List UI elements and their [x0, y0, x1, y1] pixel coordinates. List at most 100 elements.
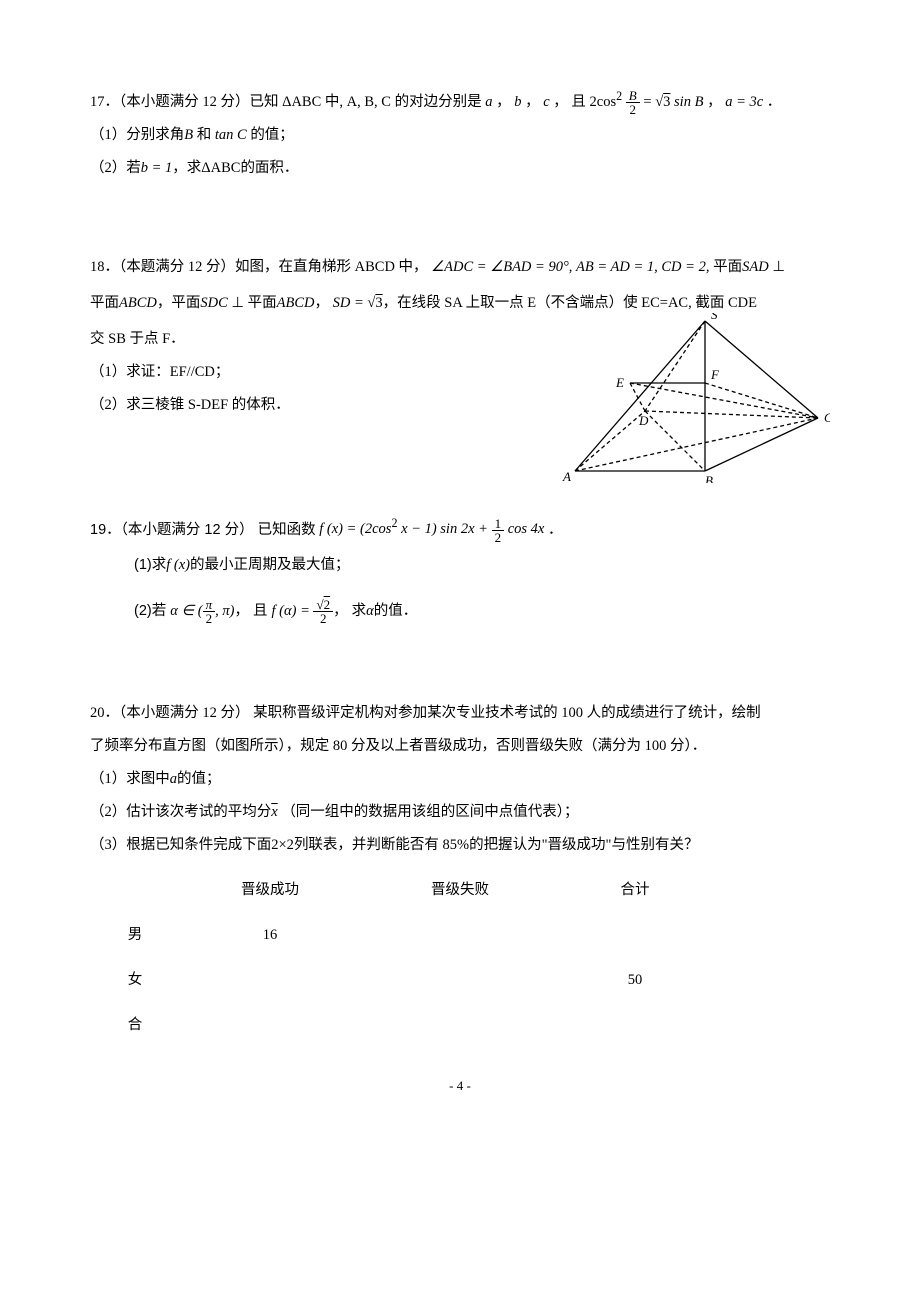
row-total-success [180, 1003, 360, 1048]
p19-q1: (1)求f (x)的最小正周期及最大值； [90, 551, 830, 580]
p18-SDC: SDC [200, 295, 227, 311]
frac-den: 2 [203, 612, 216, 625]
p20-q3-a: （3）根据已知条件完成下面 [90, 837, 271, 853]
p20-xbar: x [271, 804, 277, 820]
p19-q1-a: (1)求 [134, 557, 166, 573]
p17-tanC: tan C [215, 127, 247, 143]
p19-intro: （本小题满分 12 分） 已知函数 [121, 521, 316, 537]
p18-ABCD2: ABCD [277, 295, 315, 311]
p20-2x2: 2×2 [271, 837, 294, 853]
p20-q2-b: （同一组中的数据用该组的区间中点值代表）； [281, 804, 578, 820]
p20-q3-b: 列联表，并判断能否有 85%的把握认为"晋级成功"与性别有关？ [294, 837, 699, 853]
p19-fdef: f (x) = (2cos2 x − 1) sin 2x + 12 cos 4x [319, 521, 548, 537]
p17-q2-a: （2）若 [90, 160, 141, 176]
p20-line1: 20．（本小题满分 12 分） 某职称晋级评定机构对参加某次专业技术考试的 10… [90, 699, 830, 728]
p17-eq1-frac: B2 [626, 89, 640, 116]
p18-line1: 18．（本题满分 12 分）如图，在直角梯形 ABCD 中， ∠ADC = ∠B… [90, 253, 830, 282]
th-success: 晋级成功 [180, 868, 360, 913]
p18-l2a: 平面 [90, 295, 119, 311]
p20-q2-a: （2）估计该次考试的平均分 [90, 804, 271, 820]
row-male-success: 16 [180, 913, 360, 958]
frac-num: π [203, 598, 216, 612]
p17-q2: （2）若b = 1，求ΔABC的面积． [90, 154, 830, 183]
p17-tri2: ΔABC [201, 160, 240, 176]
p17-eq1-lhs: 2cos [590, 94, 617, 110]
frac-den: 2 [492, 531, 505, 544]
p17-eq1-eq: = [643, 94, 655, 110]
p20-intro-a: （本小题满分 12 分） 某职称晋级评定机构对参加某次专业技术考试的 100 人… [119, 705, 761, 721]
row-female-total: 50 [560, 958, 710, 1003]
p20-q1-b: 的值； [177, 771, 221, 787]
row-total-total [560, 1003, 710, 1048]
th-blank [90, 868, 180, 913]
p20-q1-a: （1）求图中 [90, 771, 170, 787]
p17-var-c: c [543, 94, 549, 110]
svg-text:A: A [562, 469, 571, 483]
frac-num: √2 [313, 598, 333, 612]
p19-stem: 19．（本小题满分 12 分） 已知函数 f (x) = (2cos2 x − … [90, 510, 830, 548]
p19-q2-d: 的值． [374, 603, 418, 619]
svg-text:E: E [615, 375, 624, 390]
table-row: 合 [90, 1003, 710, 1048]
p20-table: 晋级成功 晋级失败 合计 男 16 女 50 合 [90, 868, 710, 1048]
p18-SAD: SAD [742, 259, 769, 275]
problem-20: 20．（本小题满分 12 分） 某职称晋级评定机构对参加某次专业技术考试的 10… [90, 699, 830, 1048]
row-male-fail [360, 913, 560, 958]
p20-line2: 了频率分布直方图（如图所示），规定 80 分及以上者晋级成功，否则晋级失败（满分… [90, 732, 830, 761]
p20-a: a [170, 771, 177, 787]
p17-intro-b: 中, A, B, C 的对边分别是 [325, 94, 482, 110]
p19-alpha: α [366, 603, 374, 619]
row-male-label: 男 [90, 913, 180, 958]
p17-eq2: a = 3c [725, 94, 763, 110]
frac-den: 2 [313, 612, 333, 625]
page-number: - 4 - [90, 1078, 830, 1094]
p19-fb: x − 1) sin 2x + [397, 521, 491, 537]
p19-label: 19． [90, 521, 121, 537]
svg-text:B: B [705, 473, 713, 483]
p17-intro-c: 且 [571, 94, 586, 110]
svg-text:F: F [710, 367, 720, 382]
p17-triangle: ΔABC [282, 94, 321, 110]
p18-l2c: ⊥ 平面 [228, 295, 277, 311]
p19-q2-c: ， 求 [333, 603, 366, 619]
p19-falpha: f (α) = √22 [272, 603, 334, 619]
p17-eq1-rhs: √3 sin B [655, 94, 703, 110]
p17-eq1-sq: 2 [616, 89, 622, 103]
row-male-total [560, 913, 710, 958]
frac-num: B [626, 89, 640, 103]
p17-q2-c: 的面积． [240, 160, 298, 176]
row-total-label: 合 [90, 1003, 180, 1048]
p17-q2-b: ，求 [172, 160, 201, 176]
p18-l2d: ， [315, 295, 330, 311]
p18-segs: AB = AD = 1, CD = 2, [576, 259, 709, 275]
p19-q2-b: ， 且 [234, 603, 267, 619]
p17-b1: b = 1 [141, 160, 173, 176]
p18-l2b: ，平面 [157, 295, 201, 311]
svg-text:C: C [824, 410, 830, 425]
p19-fa: f (x) = (2cos [319, 521, 391, 537]
table-header-row: 晋级成功 晋级失败 合计 [90, 868, 710, 913]
p19-fc: cos 4x [504, 521, 544, 537]
p19-fa2: f (α) = [272, 603, 314, 619]
svg-text:D: D [638, 413, 649, 428]
frac-den: 2 [626, 103, 640, 116]
p17-var-b: b [514, 94, 521, 110]
p18-l2e: ，在线段 SA 上取一点 E（不含端点）使 EC=AC, 截面 CDE [383, 295, 757, 311]
row-female-label: 女 [90, 958, 180, 1003]
p19-ai2: , π) [215, 603, 234, 619]
p19-ai1: α ∈ ( [170, 603, 202, 619]
table-row: 女 50 [90, 958, 710, 1003]
p18-label: 18． [90, 259, 119, 275]
th-fail: 晋级失败 [360, 868, 560, 913]
p17-stem: 17．（本小题满分 12 分）已知 ΔABC 中, A, B, C 的对边分别是… [90, 84, 830, 117]
row-female-success [180, 958, 360, 1003]
p19-alpha-in: α ∈ (π2, π) [170, 603, 234, 619]
p19-fx: f (x) [166, 557, 190, 573]
p17-var-a: a [485, 94, 492, 110]
svg-text:S: S [711, 313, 718, 322]
row-female-fail [360, 958, 560, 1003]
p18-angles: ∠ADC = ∠BAD = 90° [431, 259, 569, 275]
p19-q1-b: 的最小正周期及最大值； [190, 557, 350, 573]
p18-ABCD: ABCD [119, 295, 157, 311]
th-total: 合计 [560, 868, 710, 913]
